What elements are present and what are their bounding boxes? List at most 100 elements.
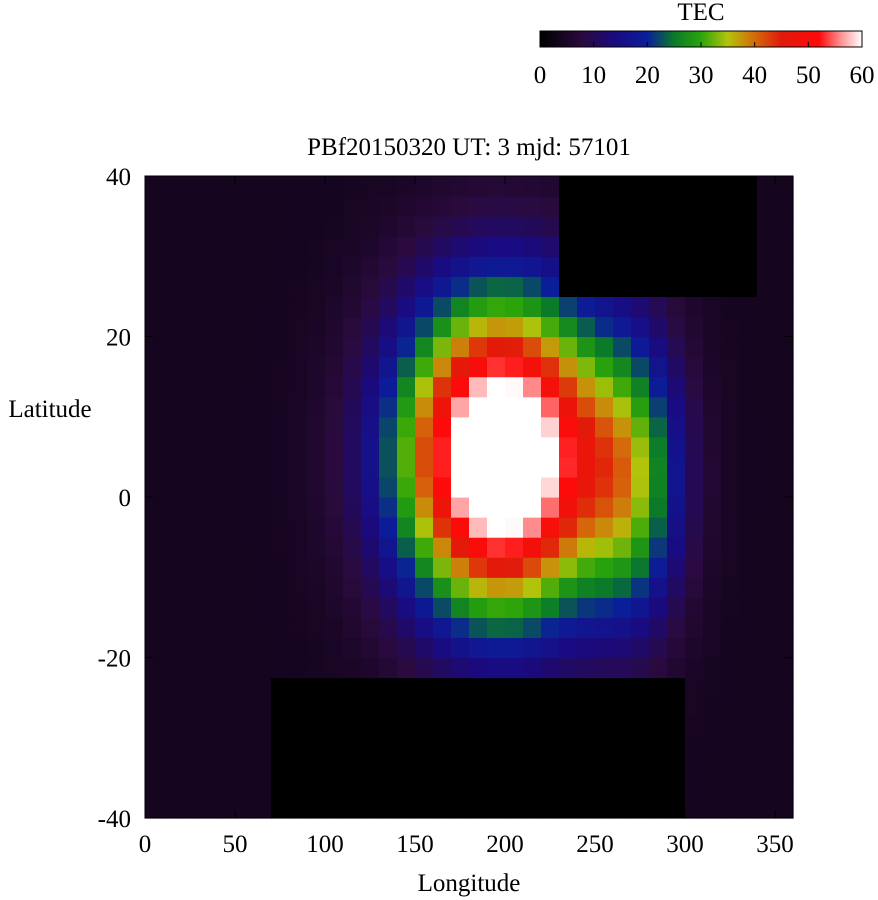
heatmap-cell bbox=[451, 737, 470, 759]
heatmap-cell bbox=[433, 236, 452, 257]
heatmap-cell bbox=[379, 737, 398, 759]
heatmap-cell bbox=[397, 657, 416, 679]
heatmap-cell bbox=[487, 236, 506, 257]
heatmap-cell bbox=[271, 176, 290, 197]
heatmap-cell bbox=[775, 517, 794, 538]
heatmap-cell bbox=[577, 456, 596, 478]
heatmap-cell bbox=[379, 597, 398, 618]
heatmap-cell bbox=[577, 617, 596, 639]
heatmap-cell bbox=[415, 577, 434, 598]
heatmap-cell bbox=[649, 296, 668, 318]
heatmap-cell bbox=[253, 797, 272, 819]
heatmap-cell bbox=[181, 737, 200, 759]
heatmap-cell bbox=[685, 436, 704, 458]
heatmap-cell bbox=[667, 557, 686, 578]
heatmap-cell bbox=[721, 497, 740, 518]
heatmap-cell bbox=[145, 276, 164, 297]
heatmap-cell bbox=[505, 737, 524, 759]
heatmap-cell bbox=[703, 797, 722, 819]
heatmap-cell bbox=[559, 316, 578, 338]
heatmap-cell bbox=[253, 657, 272, 679]
heatmap-cell bbox=[649, 657, 668, 679]
heatmap-cell bbox=[289, 456, 308, 478]
heatmap-cell bbox=[523, 617, 542, 639]
heatmap-cell bbox=[361, 176, 380, 197]
heatmap-cell bbox=[469, 657, 488, 679]
heatmap-cell bbox=[631, 597, 650, 618]
heatmap-cell bbox=[253, 757, 272, 779]
heatmap-cell bbox=[577, 577, 596, 598]
heatmap-cell bbox=[685, 376, 704, 398]
heatmap-cell bbox=[379, 637, 398, 659]
heatmap-cell bbox=[505, 216, 524, 237]
heatmap-cell bbox=[703, 657, 722, 679]
heatmap-cell bbox=[685, 637, 704, 659]
heatmap-cell bbox=[775, 577, 794, 598]
heatmap-cell bbox=[199, 416, 218, 438]
heatmap-cell bbox=[433, 497, 452, 518]
heatmap-cell bbox=[397, 517, 416, 538]
heatmap-cell bbox=[559, 777, 578, 799]
heatmap-cell bbox=[307, 356, 326, 378]
heatmap-cell bbox=[649, 336, 668, 358]
heatmap-cell bbox=[487, 637, 506, 659]
heatmap-cell bbox=[559, 497, 578, 518]
heatmap-cell bbox=[469, 737, 488, 759]
heatmap-cell bbox=[739, 336, 758, 358]
heatmap-cell bbox=[505, 697, 524, 719]
heatmap-cell bbox=[649, 276, 668, 297]
heatmap-cell bbox=[595, 236, 614, 257]
heatmap-cell bbox=[451, 376, 470, 398]
heatmap-cell bbox=[469, 797, 488, 819]
heatmap-cell bbox=[739, 256, 758, 277]
heatmap-cell bbox=[685, 557, 704, 578]
heatmap-cell bbox=[415, 737, 434, 759]
heatmap-cell bbox=[595, 737, 614, 759]
heatmap-cell bbox=[451, 697, 470, 719]
heatmap-cell bbox=[757, 677, 776, 699]
heatmap-cell bbox=[235, 176, 254, 197]
heatmap-cell bbox=[379, 436, 398, 458]
heatmap-cell bbox=[397, 797, 416, 819]
heatmap-cell bbox=[505, 276, 524, 297]
heatmap-cell bbox=[667, 717, 686, 739]
heatmap-cell bbox=[649, 196, 668, 217]
heatmap-cell bbox=[145, 256, 164, 277]
heatmap-cell bbox=[631, 216, 650, 237]
heatmap-cell bbox=[307, 456, 326, 478]
heatmap-cell bbox=[703, 517, 722, 538]
heatmap-cell bbox=[775, 376, 794, 398]
heatmap-cell bbox=[271, 677, 290, 699]
heatmap-cell bbox=[541, 336, 560, 358]
heatmap-cell bbox=[433, 617, 452, 639]
heatmap-cell bbox=[505, 557, 524, 578]
heatmap-cell bbox=[577, 677, 596, 699]
heatmap-cell bbox=[775, 657, 794, 679]
heatmap-cell bbox=[433, 336, 452, 358]
heatmap-cell bbox=[559, 517, 578, 538]
heatmap-cell bbox=[595, 276, 614, 297]
heatmap-cell bbox=[775, 797, 794, 819]
heatmap-cell bbox=[361, 256, 380, 277]
heatmap-cell bbox=[739, 416, 758, 438]
heatmap-cell bbox=[721, 697, 740, 719]
heatmap-cell bbox=[253, 597, 272, 618]
heatmap-cell bbox=[631, 637, 650, 659]
heatmap-cell bbox=[163, 717, 182, 739]
heatmap-cell bbox=[775, 436, 794, 458]
heatmap-cell bbox=[505, 296, 524, 318]
heatmap-cell bbox=[307, 717, 326, 739]
heatmap-cell bbox=[721, 517, 740, 538]
heatmap-cell bbox=[451, 476, 470, 498]
heatmap-cell bbox=[271, 757, 290, 779]
heatmap-cell bbox=[397, 476, 416, 498]
heatmap-cell bbox=[415, 697, 434, 719]
heatmap-cell bbox=[181, 517, 200, 538]
heatmap-cell bbox=[649, 737, 668, 759]
heatmap-cell bbox=[253, 717, 272, 739]
heatmap-cell bbox=[775, 697, 794, 719]
heatmap-cell bbox=[685, 476, 704, 498]
heatmap-cell bbox=[235, 657, 254, 679]
heatmap-cell bbox=[775, 757, 794, 779]
heatmap-cell bbox=[163, 497, 182, 518]
